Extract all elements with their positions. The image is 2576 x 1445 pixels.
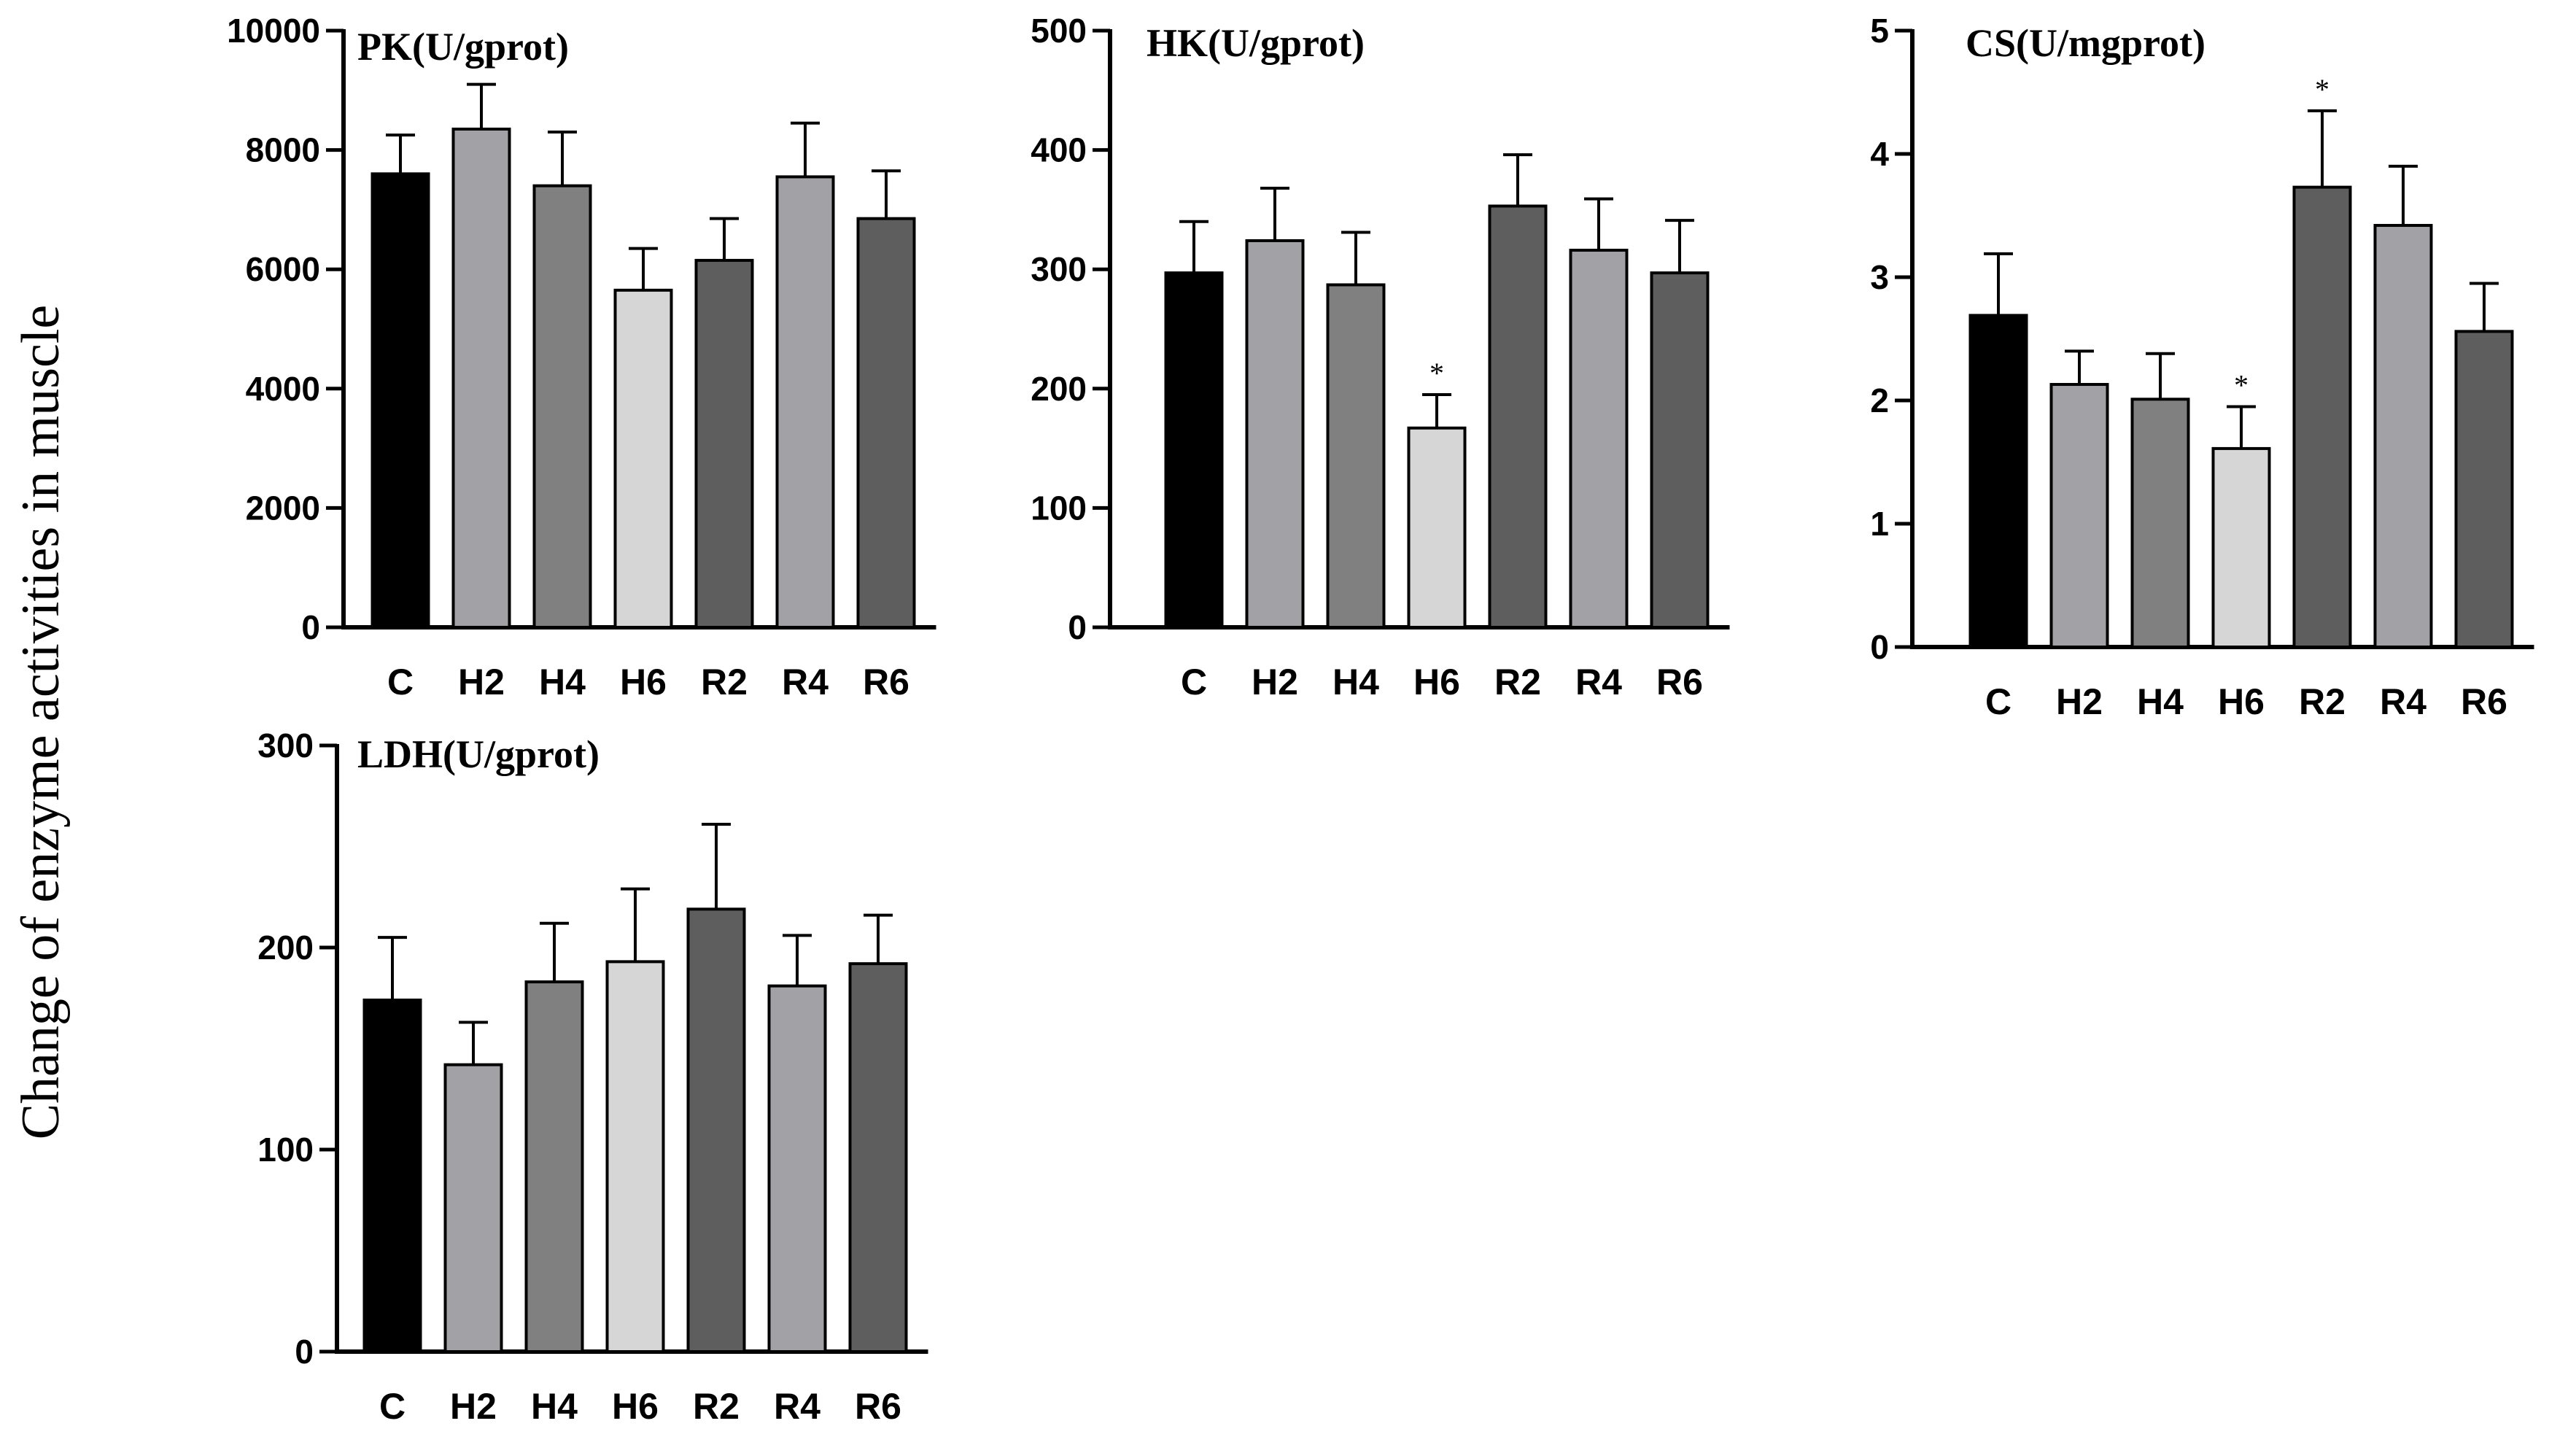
cs-chart-title: CS(U/mgprot) — [1966, 21, 2205, 65]
hk-y-tick-label: 300 — [1031, 250, 1087, 288]
ldh-x-tick-label: H2 — [450, 1386, 497, 1427]
hk-y-tick-label: 0 — [1068, 608, 1087, 646]
hk-x-tick-label: R4 — [1575, 662, 1622, 702]
hk-x-tick-label: H4 — [1332, 662, 1379, 702]
cs-x-tick-label: C — [1985, 681, 2011, 722]
pk-x-tick-label: H4 — [539, 662, 586, 702]
ldh-bar-r2 — [686, 907, 746, 1353]
cs-y-tick-label: 5 — [1870, 12, 1889, 50]
ldh-x-tick-label: R6 — [855, 1386, 901, 1427]
pk-bar-c — [371, 172, 430, 629]
ldh-bar-c — [362, 999, 422, 1354]
hk-bar-r6 — [1650, 271, 1710, 629]
pk-y-tick-label: 10000 — [227, 12, 320, 50]
pk-x-tick-label: H6 — [620, 662, 667, 702]
cs-x-tick-label: H6 — [2218, 681, 2265, 722]
pk-bar-h6 — [613, 288, 673, 629]
pk-chart-panel: 0 2000 4000 6000 8000 10000 PK(U/gprot) C H2 H4 H6… — [227, 12, 936, 702]
hk-x-tick-label: R6 — [1656, 662, 1703, 702]
ldh-x-tick-label: R4 — [774, 1386, 820, 1427]
pk-x-tick-label: R6 — [863, 662, 909, 702]
pk-bar-r4 — [775, 175, 835, 629]
ldh-chart-title: LDH(U/gprot) — [357, 732, 600, 776]
pk-x-tick-label: R2 — [701, 662, 748, 702]
hk-y-tick-label: 200 — [1031, 370, 1087, 408]
cs-bar-h6 — [2211, 446, 2271, 648]
hk-significance-mark: * — [1429, 357, 1444, 390]
hk-y-tick-label: 500 — [1031, 12, 1087, 50]
pk-bar-h2 — [451, 127, 511, 629]
ldh-x-tick-label: R2 — [693, 1386, 740, 1427]
cs-y-tick-label: 1 — [1870, 505, 1889, 543]
hk-x-tick-label: H6 — [1413, 662, 1460, 702]
ldh-y-tick-label: 100 — [257, 1131, 314, 1169]
hk-y-tick-label: 400 — [1031, 131, 1087, 169]
figure-y-axis-label: Change of enzyme activities in muscle — [11, 305, 71, 1140]
cs-bar-h2 — [2049, 383, 2109, 649]
pk-y-tick-label: 2000 — [246, 489, 320, 527]
cs-y-tick-label: 0 — [1870, 628, 1889, 666]
pk-bar-r6 — [856, 217, 916, 629]
hk-bar-r4 — [1569, 249, 1629, 629]
pk-x-tick-label: C — [387, 662, 414, 702]
ldh-y-tick-label: 0 — [295, 1333, 314, 1371]
pk-x-tick-label: H2 — [458, 662, 505, 702]
cs-chart-panel: 0 1 2 3 4 5 CS(U/mgprot) C H2 H4 H6 * R2 * R4 R6 — [1870, 12, 2534, 722]
cs-bar-h4 — [2130, 398, 2190, 648]
ldh-bar-h6 — [605, 960, 665, 1353]
cs-bar-r6 — [2454, 330, 2514, 648]
cs-y-tick-label: 4 — [1870, 135, 1889, 173]
ldh-bar-h2 — [443, 1063, 503, 1354]
ldh-bar-r4 — [767, 984, 827, 1353]
cs-bar-r2 — [2292, 185, 2352, 648]
hk-chart-panel: 0 100 200 300 400 500 HK(U/gprot) C H2 H4 H6 * R2 R4 R… — [1031, 12, 1730, 702]
hk-x-tick-label: C — [1181, 662, 1207, 702]
pk-y-tick-label: 8000 — [246, 131, 320, 169]
pk-y-tick-label: 0 — [301, 608, 320, 646]
ldh-y-tick-label: 300 — [257, 727, 314, 764]
cs-bar-c — [1968, 314, 2028, 648]
pk-y-tick-label: 4000 — [246, 370, 320, 408]
cs-y-tick-label: 2 — [1870, 381, 1889, 419]
hk-x-tick-label: H2 — [1252, 662, 1298, 702]
pk-y-tick-label: 6000 — [246, 250, 320, 288]
ldh-y-tick-label: 200 — [257, 929, 314, 966]
cs-x-tick-label: H4 — [2137, 681, 2184, 722]
hk-y-tick-label: 100 — [1031, 489, 1087, 527]
pk-x-tick-label: R4 — [782, 662, 829, 702]
hk-x-tick-label: R2 — [1494, 662, 1541, 702]
hk-bar-c — [1164, 271, 1224, 629]
ldh-chart-panel: 0 100 200 300 LDH(U/gprot) C H2 H4 H6 R2 R4 R6 — [257, 727, 928, 1427]
cs-x-tick-label: H2 — [2056, 681, 2103, 722]
ldh-x-tick-label: H6 — [612, 1386, 659, 1427]
ldh-bar-r6 — [848, 962, 908, 1354]
pk-chart-title: PK(U/gprot) — [357, 25, 569, 69]
cs-significance-mark: * — [2234, 368, 2249, 401]
hk-bar-h4 — [1326, 283, 1386, 629]
cs-y-tick-label: 3 — [1870, 258, 1889, 296]
ldh-bar-h4 — [524, 980, 584, 1353]
hk-bar-h2 — [1245, 239, 1305, 629]
hk-bar-r2 — [1488, 204, 1548, 629]
cs-x-tick-label: R2 — [2299, 681, 2346, 722]
pk-bar-h4 — [532, 184, 592, 629]
cs-bar-r4 — [2373, 224, 2433, 648]
cs-x-tick-label: R4 — [2380, 681, 2426, 722]
cs-x-tick-label: R6 — [2461, 681, 2507, 722]
hk-chart-title: HK(U/gprot) — [1147, 21, 1365, 65]
pk-bar-r2 — [694, 258, 754, 629]
ldh-x-tick-label: H4 — [531, 1386, 578, 1427]
hk-bar-h6 — [1407, 426, 1467, 629]
ldh-x-tick-label: C — [379, 1386, 406, 1427]
cs-significance-mark: * — [2315, 73, 2329, 106]
